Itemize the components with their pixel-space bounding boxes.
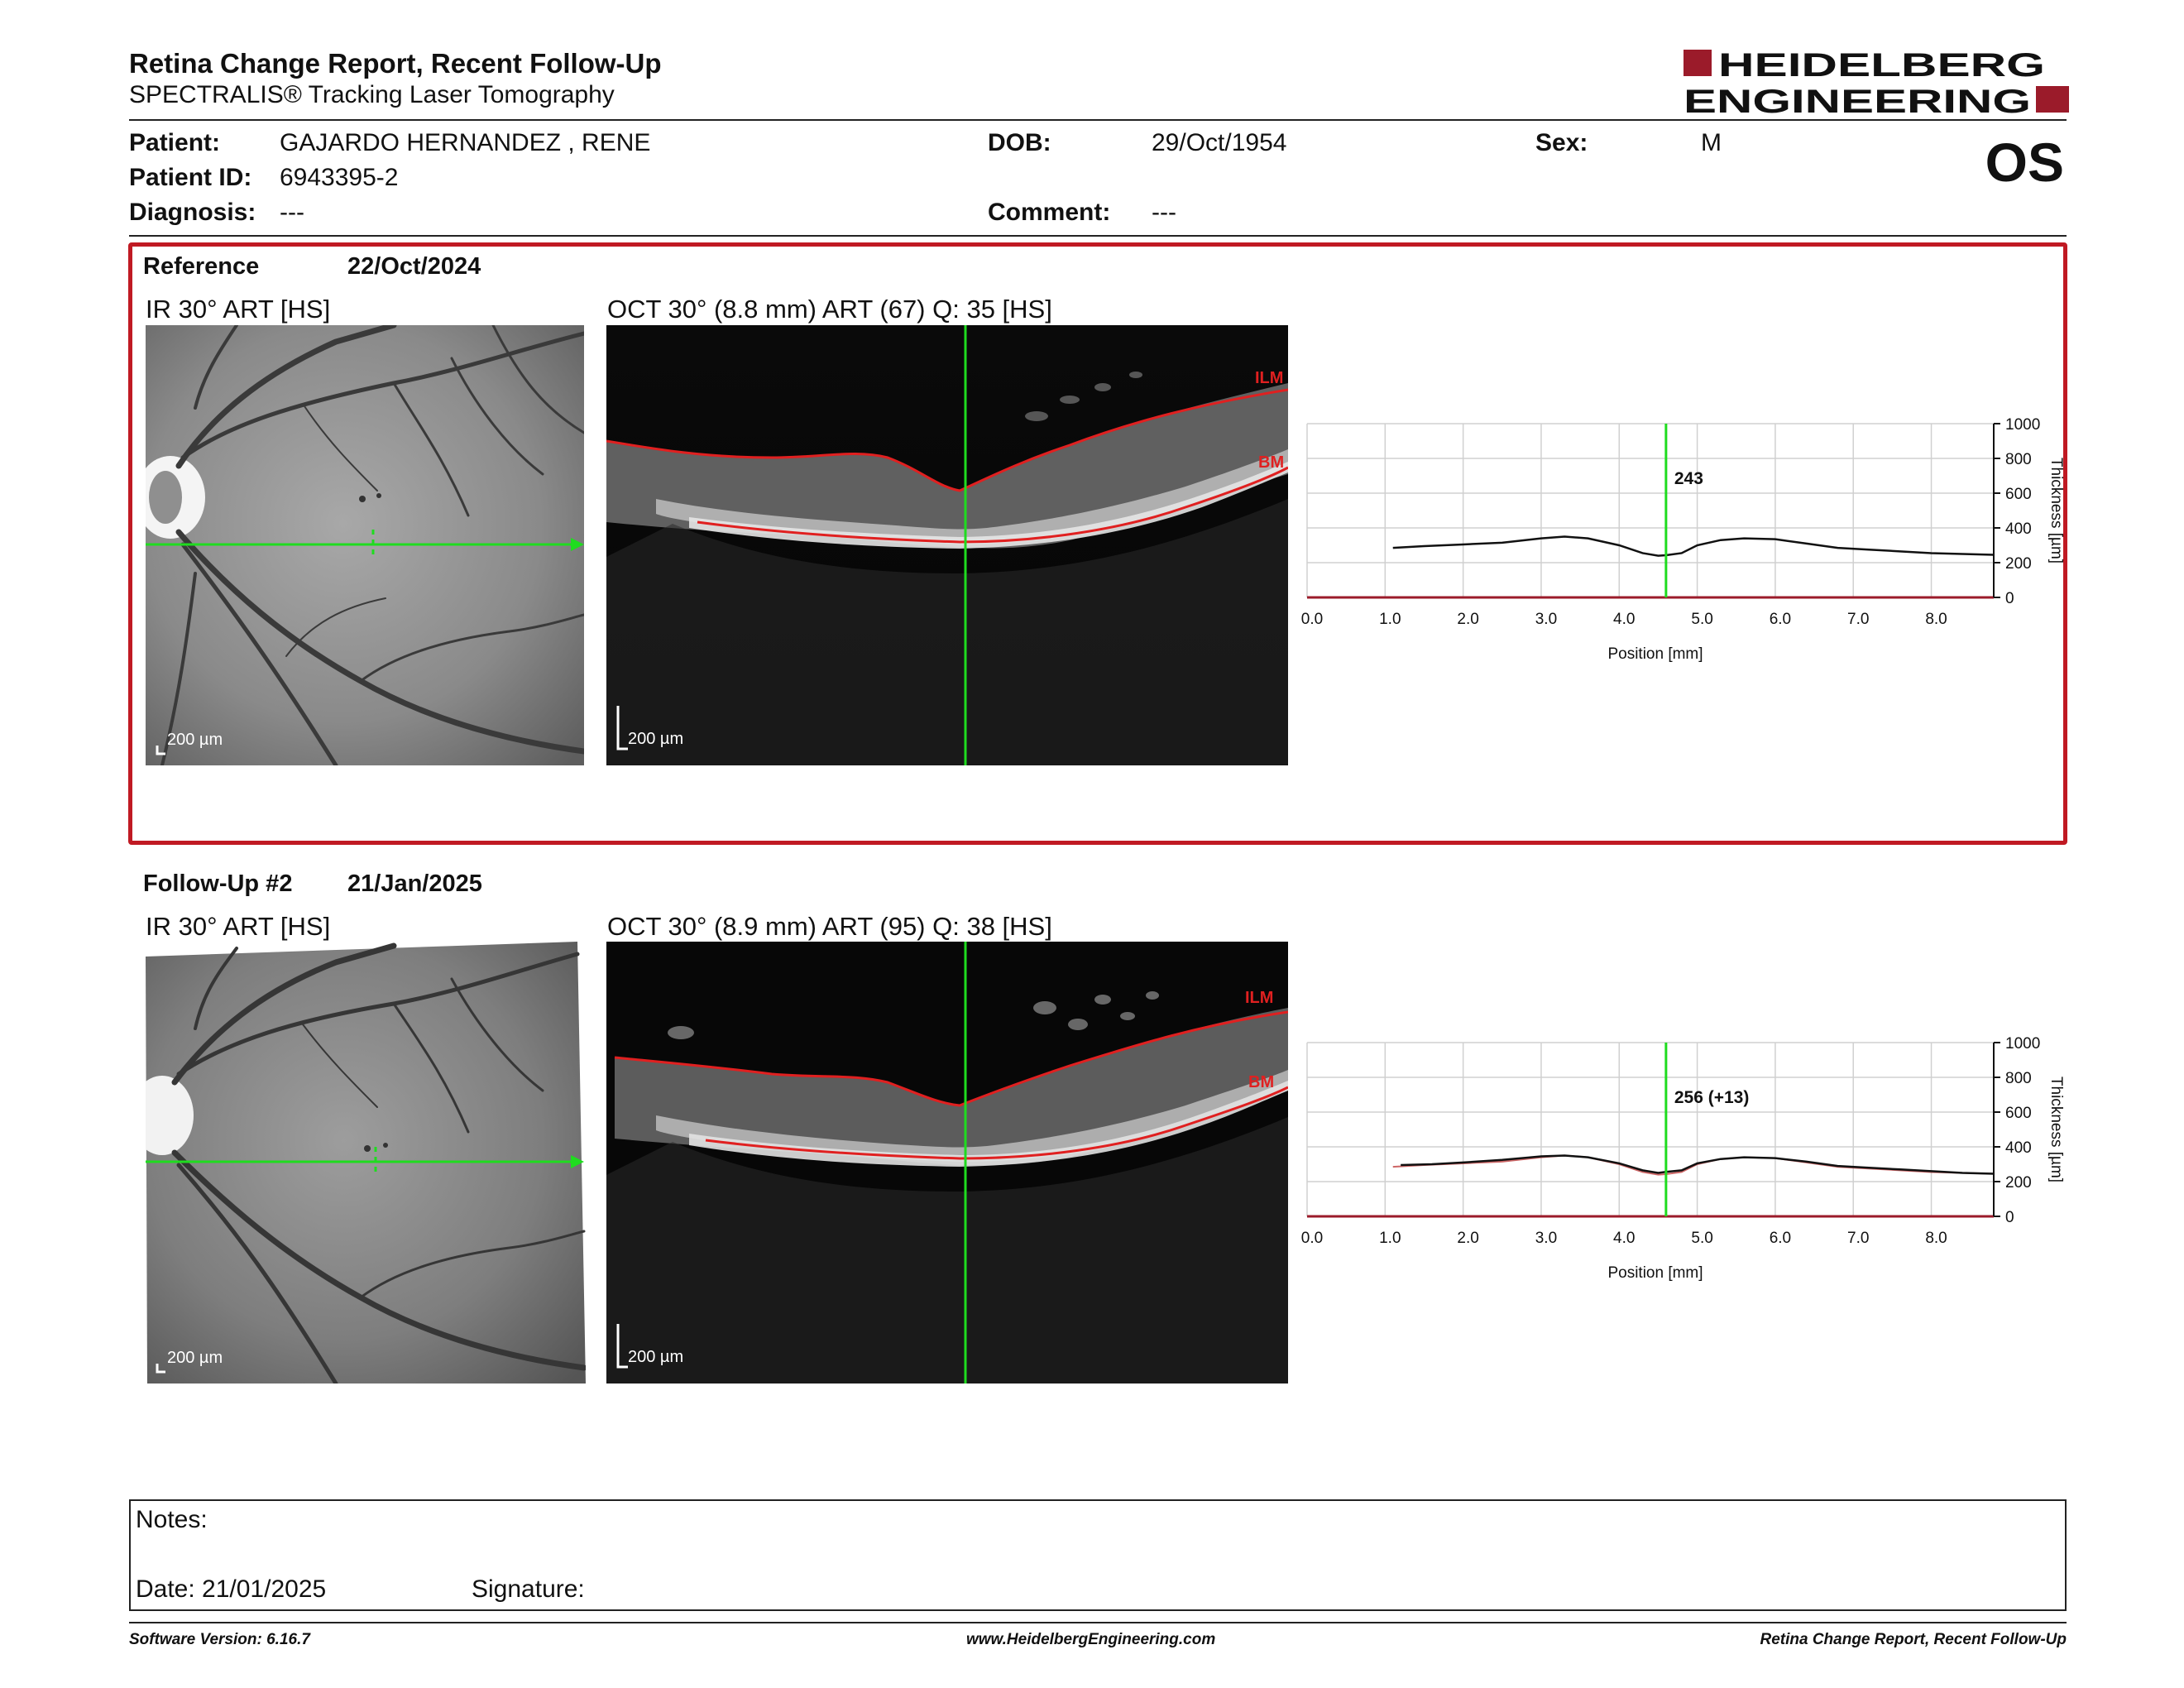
report-title: Retina Change Report, Recent Follow-Up (129, 48, 662, 79)
diagnosis-label: Diagnosis: (129, 199, 256, 226)
reference-ir-image[interactable]: 200 µm (146, 325, 584, 765)
reference-label: Reference (143, 253, 260, 280)
thickness-series-line (1392, 535, 1995, 557)
comment-value: --- (1152, 199, 1176, 226)
x-axis-label: Position [mm] (1607, 1264, 1703, 1282)
x-tick-label: 5.0 (1691, 611, 1712, 628)
heidelberg-logo: HEIDELBERG ENGINEERING (1684, 46, 2081, 120)
y-tick-label: 0 (2005, 590, 2014, 607)
x-tick-label: 8.0 (1925, 611, 1947, 628)
followup-date: 21/Jan/2025 (347, 870, 482, 897)
x-tick-label: 2.0 (1457, 611, 1478, 628)
eye-indicator: OS (1985, 132, 2064, 193)
reference-bm-label: BM (1258, 453, 1284, 472)
svg-text:HEIDELBERG: HEIDELBERG (1718, 47, 2045, 84)
followup-ilm-label: ILM (1245, 989, 1273, 1007)
svg-text:ENGINEERING: ENGINEERING (1684, 84, 2031, 116)
patient-label: Patient: (129, 129, 221, 156)
y-tick-label: 600 (2005, 1105, 2032, 1122)
dob-label: DOB: (988, 129, 1051, 156)
followup-ir-label: IR 30° ART [HS] (146, 912, 331, 941)
comment-label: Comment: (988, 199, 1111, 226)
y-tick-label: 1000 (2005, 1035, 2040, 1053)
x-axis-label: Position [mm] (1607, 645, 1703, 663)
x-tick-label: 3.0 (1535, 1230, 1557, 1247)
y-tick-label: 200 (2005, 555, 2032, 573)
y-tick-label: 400 (2005, 520, 2032, 538)
thickness-series-line (1401, 1154, 1995, 1175)
y-tick-label: 200 (2005, 1174, 2032, 1192)
x-tick-label: 4.0 (1613, 1230, 1635, 1247)
y-tick-label: 800 (2005, 451, 2032, 468)
x-tick-label: 0.0 (1301, 611, 1323, 628)
x-tick-label: 6.0 (1770, 1230, 1791, 1247)
x-tick-label: 7.0 (1847, 611, 1869, 628)
reference-date: 22/Oct/2024 (347, 253, 481, 280)
notes-label: Notes: (136, 1506, 208, 1533)
x-tick-label: 1.0 (1379, 1230, 1401, 1247)
reference-oct-image[interactable]: ILM BM 200 µm (606, 325, 1288, 765)
cursor-value-label: 243 (1674, 469, 1703, 488)
x-tick-label: 6.0 (1770, 611, 1791, 628)
reference-ir-label: IR 30° ART [HS] (146, 295, 331, 324)
followup-oct-scale: 200 µm (628, 1348, 683, 1366)
reference-frame (128, 242, 2067, 845)
y-axis-label: Thickness [µm] (2048, 458, 2065, 563)
y-tick-label: 800 (2005, 1070, 2032, 1087)
followup-oct-label: OCT 30° (8.9 mm) ART (95) Q: 38 [HS] (607, 912, 1052, 941)
notes-box[interactable] (129, 1499, 2067, 1611)
footer-website[interactable]: www.HeidelbergEngineering.com (966, 1631, 1216, 1648)
followup-ir-image[interactable]: 200 µm (146, 942, 586, 1383)
x-tick-label: 1.0 (1379, 611, 1401, 628)
y-tick-label: 0 (2005, 1209, 2014, 1226)
sex-label: Sex: (1535, 129, 1588, 156)
reference-oct-scale: 200 µm (628, 730, 683, 748)
x-tick-label: 5.0 (1691, 1230, 1712, 1247)
patient-id: 6943395-2 (280, 164, 399, 191)
patient-name: GAJARDO HERNANDEZ , RENE (280, 129, 651, 156)
reference-ilm-label: ILM (1255, 369, 1283, 387)
followup-thickness-chart: 0.0 1.0 2.0 3.0 4.0 5.0 6.0 7.0 8.0 0 200 400 600 800… (1299, 1033, 2076, 1297)
reference-ir-scale: 200 µm (167, 731, 223, 749)
patient-id-label: Patient ID: (129, 164, 252, 191)
followup-ir-scale: 200 µm (167, 1349, 223, 1367)
notes-date: Date: 21/01/2025 (136, 1575, 327, 1603)
followup-label: Follow-Up #2 (143, 870, 293, 897)
footer-software-version: Software Version: 6.16.7 (129, 1631, 310, 1648)
followup-bm-label: BM (1248, 1073, 1274, 1091)
x-tick-label: 8.0 (1925, 1230, 1947, 1247)
y-axis-label: Thickness [µm] (2048, 1077, 2065, 1182)
report-subtitle: SPECTRALIS® Tracking Laser Tomography (129, 81, 615, 108)
followup-oct-image[interactable]: ILM BM 200 µm (606, 942, 1288, 1383)
footer-report-name: Retina Change Report, Recent Follow-Up (1760, 1631, 2067, 1648)
reference-thickness-chart: 0.0 1.0 2.0 3.0 4.0 5.0 6.0 7.0 8.0 0 200 400 600 800… (1299, 414, 2076, 679)
x-tick-label: 7.0 (1847, 1230, 1869, 1247)
dob-value: 29/Oct/1954 (1152, 129, 1287, 156)
x-tick-label: 0.0 (1301, 1230, 1323, 1247)
sex-value: M (1701, 129, 1722, 156)
signature-label: Signature: (472, 1575, 585, 1603)
y-tick-label: 600 (2005, 486, 2032, 503)
x-tick-label: 2.0 (1457, 1230, 1478, 1247)
cursor-value-label: 256 (+13) (1674, 1088, 1749, 1107)
diagnosis-value: --- (280, 199, 304, 226)
x-tick-label: 3.0 (1535, 611, 1557, 628)
y-tick-label: 400 (2005, 1139, 2032, 1157)
reference-oct-label: OCT 30° (8.8 mm) ART (67) Q: 35 [HS] (607, 295, 1052, 324)
x-tick-label: 4.0 (1613, 611, 1635, 628)
y-tick-label: 1000 (2005, 416, 2040, 434)
